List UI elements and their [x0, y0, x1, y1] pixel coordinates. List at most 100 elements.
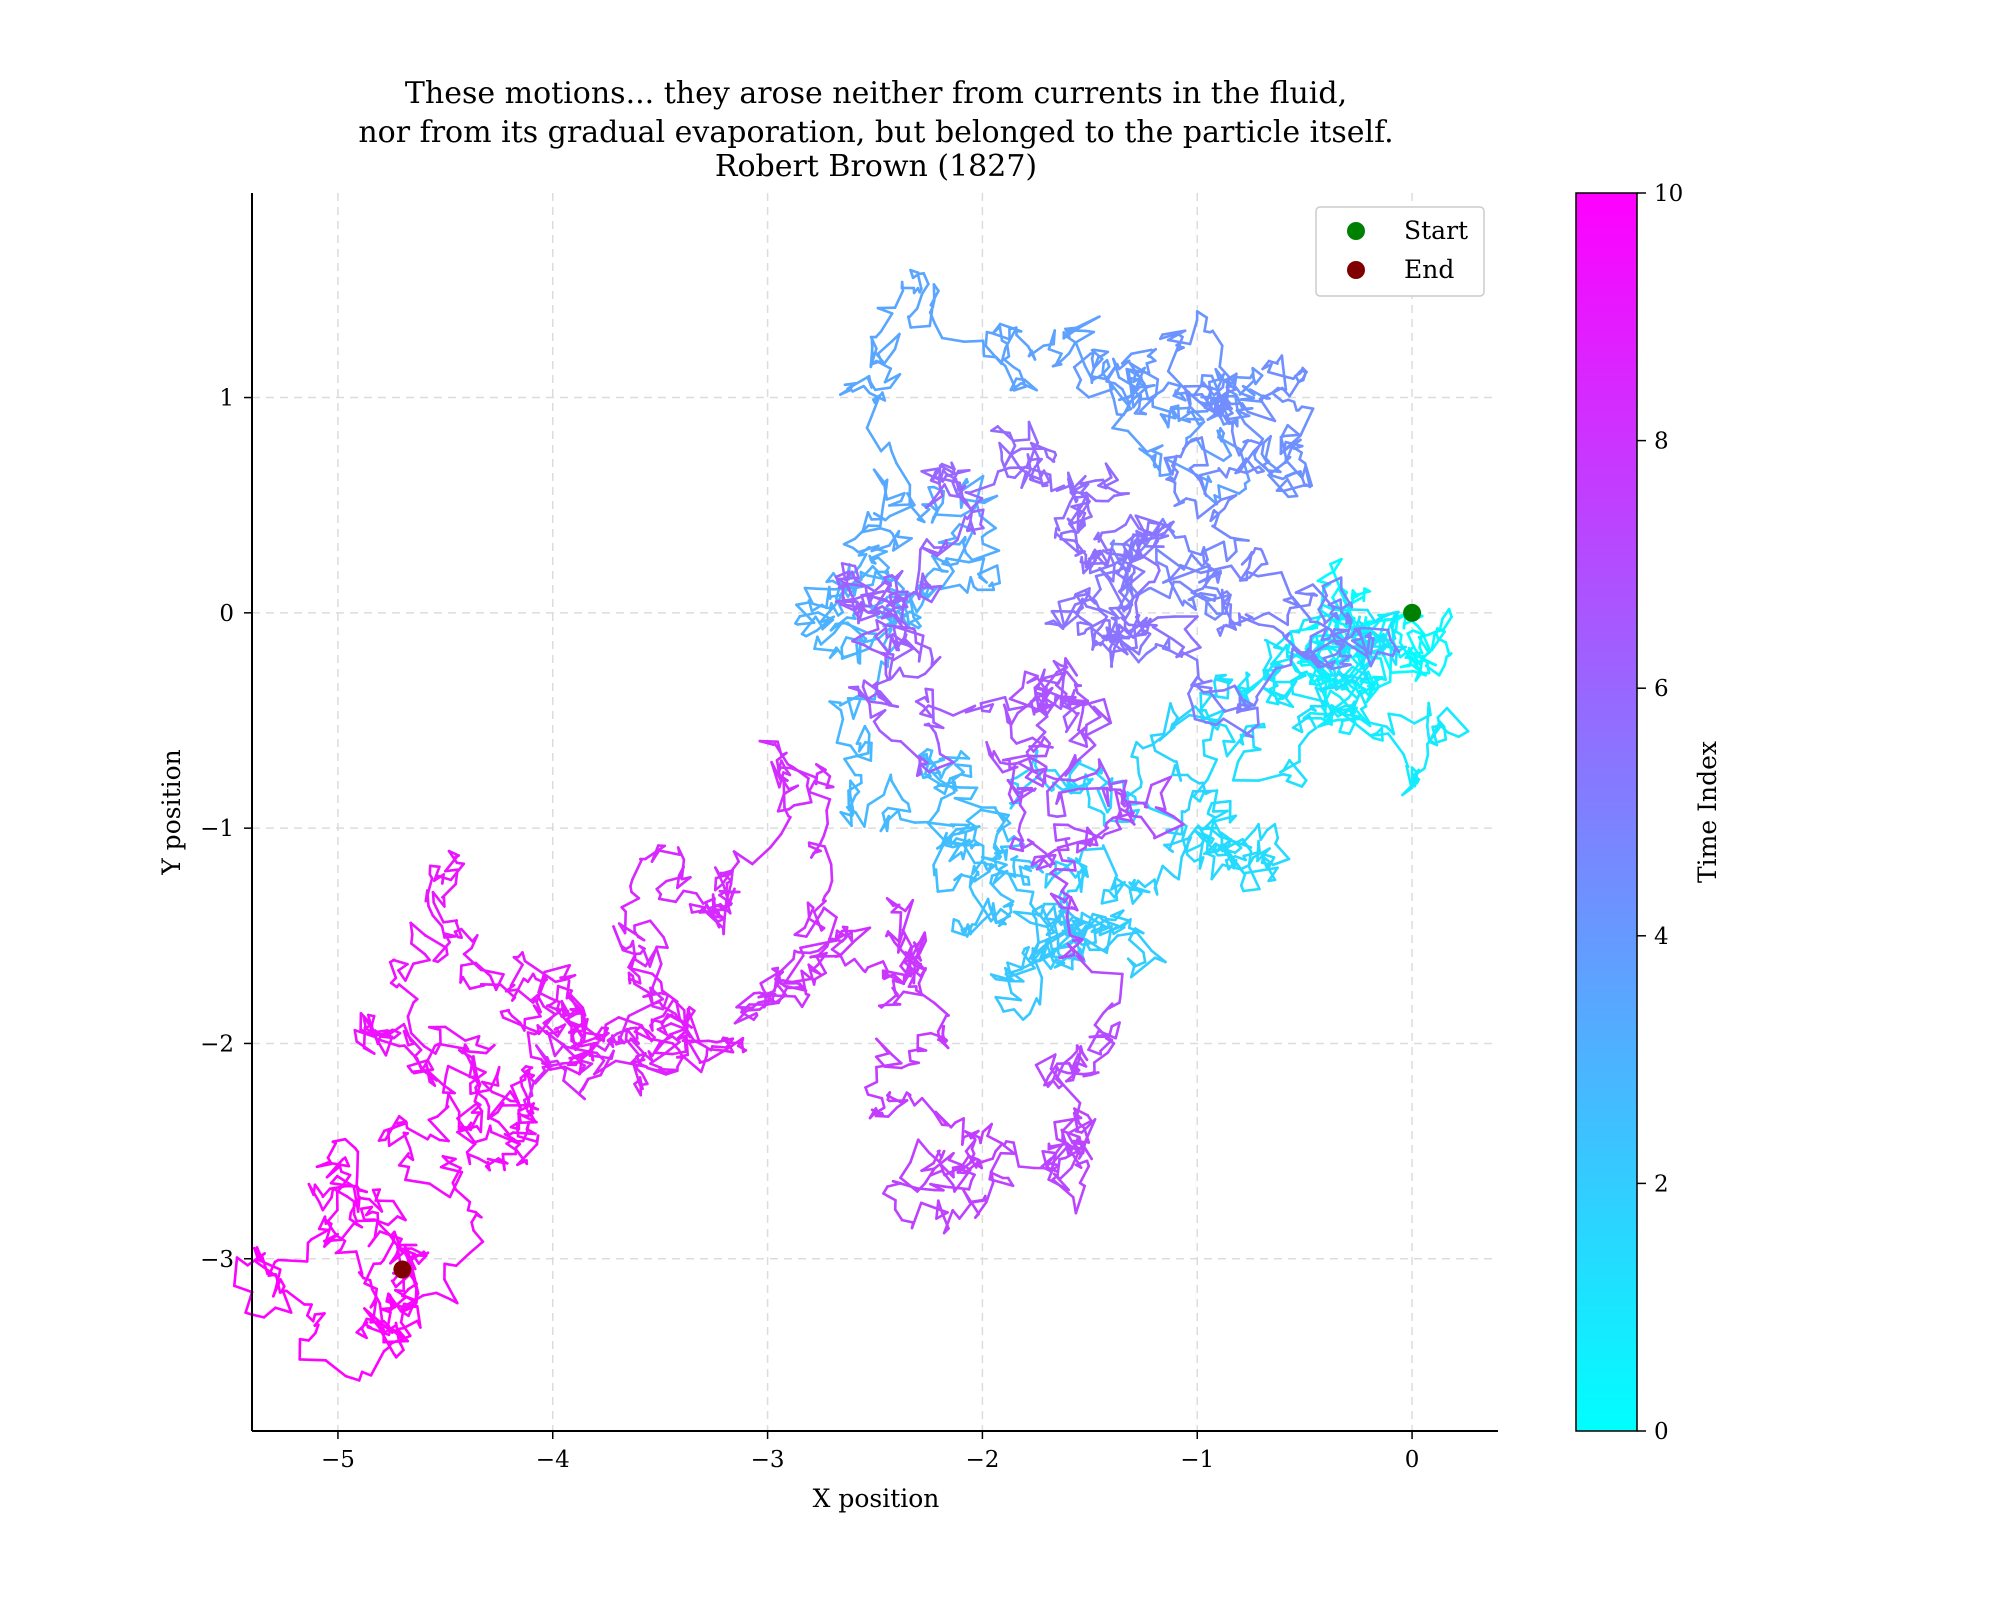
trajectory-segment	[516, 1143, 539, 1167]
trajectory-segment	[1041, 1150, 1049, 1170]
trajectory-segment	[1297, 707, 1313, 719]
trajectory-segment	[1142, 370, 1160, 381]
trajectory-segment	[1233, 846, 1243, 855]
trajectory-segment	[1090, 348, 1104, 361]
trajectory-segment	[1291, 596, 1312, 621]
trajectory-segment	[1017, 1165, 1036, 1170]
trajectory-segment	[1100, 529, 1117, 535]
trajectory-segment	[993, 842, 1001, 860]
trajectory-segment	[951, 480, 960, 498]
trajectory-segment	[785, 984, 808, 992]
trajectory-segment	[1083, 914, 1101, 933]
trajectory-segment	[834, 575, 842, 588]
trajectory-segment	[1188, 789, 1195, 803]
trajectory-segment	[1425, 664, 1441, 677]
trajectory-segment	[1082, 1071, 1100, 1076]
trajectory-segment	[1238, 615, 1261, 626]
trajectory-segment	[964, 1138, 977, 1153]
trajectory-segment	[1108, 605, 1129, 610]
trajectory-segment	[442, 919, 459, 924]
trajectory-segment	[1101, 478, 1108, 490]
trajectory-segment	[839, 602, 852, 607]
trajectory-segment	[404, 1165, 411, 1182]
trajectory-segment	[516, 1100, 522, 1112]
trajectory-segment	[992, 470, 1000, 486]
trajectory-segment	[843, 757, 857, 777]
trajectory-segment	[1059, 703, 1071, 710]
trajectory-segment	[730, 1036, 745, 1047]
trajectory-segment	[1028, 945, 1045, 960]
trajectory-segment	[1136, 756, 1141, 776]
trajectory-segment	[779, 815, 792, 836]
trajectory-segment	[409, 1031, 426, 1048]
trajectory-segment	[1426, 724, 1431, 742]
trajectory-segment	[1217, 484, 1222, 500]
trajectory-segment	[990, 857, 1001, 861]
trajectory-segment	[1077, 728, 1091, 741]
trajectory-segment	[862, 384, 871, 395]
trajectory-segment	[1073, 330, 1096, 345]
trajectory-segment	[1054, 837, 1071, 842]
trajectory-segment	[1161, 864, 1176, 878]
trajectory-segment	[1202, 679, 1213, 685]
trajectory-segment	[488, 1073, 499, 1092]
trajectory-segment	[674, 889, 685, 904]
trajectory-segment	[1136, 879, 1147, 889]
trajectory-segment	[554, 977, 569, 984]
trajectory-segment	[957, 823, 971, 836]
trajectory-path	[233, 268, 1470, 1382]
trajectory-segment	[1064, 657, 1078, 677]
trajectory-segment	[578, 1057, 584, 1076]
trajectory-segment	[1169, 565, 1182, 580]
trajectory-segment	[1187, 692, 1194, 707]
trajectory-segment	[1173, 497, 1188, 508]
trajectory-segment	[1002, 358, 1015, 369]
trajectory-segment	[981, 542, 1001, 552]
trajectory-segment	[1016, 786, 1033, 795]
trajectory-segment	[634, 1066, 644, 1075]
trajectory-segment	[807, 917, 826, 930]
trajectory-segment	[778, 773, 789, 782]
trajectory-segment	[537, 1012, 557, 1036]
trajectory-segment	[899, 1160, 912, 1180]
trajectory-segment	[1018, 803, 1027, 814]
trajectory-segment	[1427, 701, 1432, 717]
trajectory-segment	[1050, 609, 1065, 631]
trajectory-segment	[796, 950, 812, 955]
trajectory-segment	[1135, 550, 1160, 567]
trajectory-segment	[1188, 826, 1198, 839]
trajectory-segment	[929, 289, 940, 307]
trajectory-segment	[1338, 722, 1344, 734]
trajectory-segment	[1257, 623, 1275, 629]
trajectory-segment	[1317, 677, 1337, 687]
trajectory-segment	[878, 526, 892, 533]
trajectory-segment	[427, 904, 435, 917]
trajectory-segment	[554, 1007, 572, 1027]
trajectory-segment	[1059, 793, 1067, 817]
trajectory-segment	[1127, 380, 1143, 401]
trajectory-segment	[894, 625, 925, 638]
trajectory-segment	[1143, 878, 1156, 889]
trajectory-segment	[516, 1134, 539, 1143]
trajectory-segment	[1074, 1184, 1086, 1215]
trajectory-segment	[908, 610, 922, 619]
trajectory-segment	[940, 791, 956, 801]
trajectory-segment	[926, 821, 947, 843]
trajectory-segment	[1338, 635, 1353, 643]
trajectory-segment	[1426, 628, 1442, 637]
trajectory-segment	[1133, 628, 1138, 649]
trajectory-segment	[1091, 375, 1108, 381]
trajectory-segment	[1190, 553, 1204, 568]
trajectory-segment	[1291, 714, 1311, 730]
trajectory-segment	[634, 958, 647, 968]
trajectory-segment	[630, 1053, 641, 1065]
trajectory-segment	[1212, 385, 1225, 397]
trajectory-segment	[1107, 578, 1123, 604]
trajectory-segment	[999, 907, 1012, 918]
trajectory-segment	[1112, 397, 1119, 416]
trajectory-segment	[1333, 678, 1339, 689]
trajectory-segment	[669, 1022, 684, 1030]
trajectory-segment	[406, 1058, 430, 1068]
trajectory-segment	[1073, 827, 1086, 833]
